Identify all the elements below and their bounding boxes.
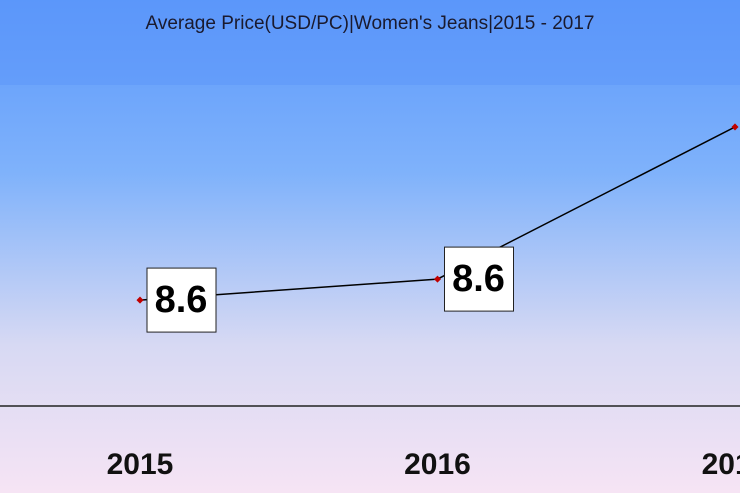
value-label: 8.6 bbox=[155, 279, 208, 321]
value-label: 8.6 bbox=[452, 258, 505, 300]
value-label-box bbox=[444, 246, 514, 312]
marker bbox=[433, 275, 442, 283]
marker bbox=[136, 296, 144, 304]
x-tick-label: 2016 bbox=[404, 448, 471, 481]
marker bbox=[731, 123, 739, 131]
value-label-box bbox=[146, 267, 217, 333]
title-band bbox=[0, 0, 740, 85]
x-tick-label: 2015 bbox=[107, 448, 174, 481]
x-tick-label: 2017 bbox=[702, 448, 740, 481]
chart-title: Average Price(USD/PC)|Women's Jeans|2015… bbox=[146, 13, 595, 34]
